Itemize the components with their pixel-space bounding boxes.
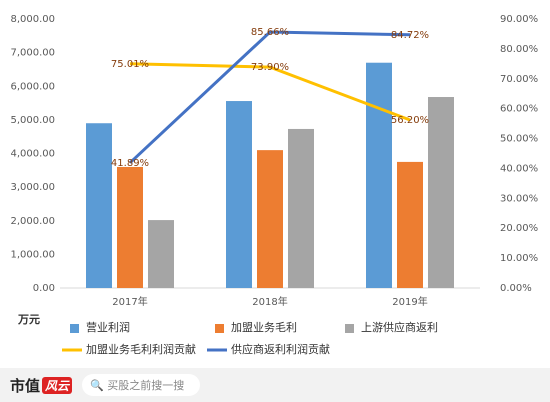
line	[128, 30, 411, 164]
y-tick-label: 6,000.00	[10, 81, 55, 92]
bar	[148, 220, 174, 288]
bar	[257, 150, 283, 288]
legend-swatch	[345, 324, 354, 333]
y2-tick-label: 10.00%	[500, 253, 538, 264]
y-tick-label: 1,000.00	[10, 249, 55, 260]
bar	[117, 166, 143, 288]
x-tick-label: 2017年	[112, 295, 147, 308]
y-tick-label: 4,000.00	[10, 149, 55, 160]
y2-tick-label: 60.00%	[500, 104, 538, 115]
data-label: 75.01%	[111, 59, 149, 70]
data-label: 56.20%	[391, 115, 429, 126]
y-unit: 万元	[17, 313, 40, 326]
bar	[226, 101, 252, 288]
y2-tick-label: 90.00%	[500, 14, 538, 25]
y-tick-label: 0.00	[33, 283, 55, 294]
y-tick-label: 7,000.00	[10, 48, 55, 59]
line	[129, 62, 411, 122]
legend-label: 加盟业务毛利	[231, 321, 297, 334]
y-tick-label: 3,000.00	[10, 182, 55, 193]
y-tick-label: 2,000.00	[10, 216, 55, 227]
legend-label: 供应商返利利润贡献	[231, 342, 330, 356]
y-tick-label: 5,000.00	[10, 115, 55, 126]
y2-tick-label: 70.00%	[500, 74, 538, 85]
bar	[288, 128, 314, 288]
data-label: 85.66%	[251, 27, 289, 38]
legend-label: 上游供应商返利	[361, 320, 438, 334]
logo-badge: 风云	[42, 376, 73, 394]
x-tick-label: 2019年	[392, 295, 427, 308]
legend-swatch	[215, 324, 224, 333]
y2-tick-label: 40.00%	[500, 163, 538, 174]
bar	[428, 97, 454, 288]
legend-label: 营业利润	[86, 320, 130, 334]
y2-tick-label: 50.00%	[500, 134, 538, 145]
bar	[86, 123, 112, 288]
search-placeholder: 买股之前搜一搜	[107, 379, 185, 392]
y2-tick-label: 0.00%	[500, 283, 532, 294]
y-tick-label: 8,000.00	[10, 14, 55, 25]
y2-tick-label: 80.00%	[500, 44, 538, 55]
bar	[366, 62, 392, 289]
search-box[interactable]: 🔍 买股之前搜一搜	[82, 374, 201, 396]
data-label: 41.89%	[111, 158, 149, 169]
logo: 市值 风云	[10, 375, 73, 396]
y2-tick-label: 20.00%	[500, 223, 538, 234]
footer: 市值 风云 🔍 买股之前搜一搜	[0, 368, 550, 402]
data-label: 84.72%	[391, 30, 429, 41]
y2-tick-label: 30.00%	[500, 193, 538, 204]
legend-label: 加盟业务毛利利润贡献	[86, 342, 196, 356]
bar	[397, 161, 423, 288]
logo-text: 市值	[10, 376, 41, 395]
legend-swatch	[70, 324, 79, 333]
data-label: 73.90%	[251, 62, 289, 73]
x-tick-label: 2018年	[252, 295, 287, 308]
chart: 万元 0.00 1,000.00 2,000.00 3,000.00 4,000.00 5…	[10, 14, 538, 356]
